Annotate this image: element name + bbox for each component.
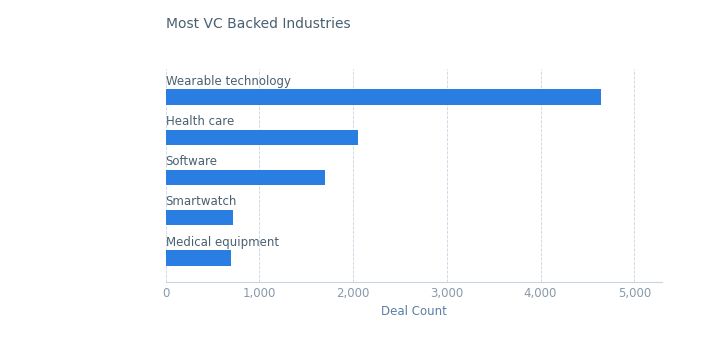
Bar (166, 89, 601, 105)
Text: Most VC Backed Industries: Most VC Backed Industries (166, 17, 350, 31)
Bar (166, 130, 358, 145)
Bar (166, 170, 325, 185)
X-axis label: Deal Count: Deal Count (381, 305, 447, 319)
Text: Medical equipment: Medical equipment (166, 236, 279, 249)
Text: Health care: Health care (166, 115, 234, 128)
Text: Wearable technology: Wearable technology (166, 75, 291, 88)
Text: Software: Software (166, 155, 217, 168)
Text: Smartwatch: Smartwatch (166, 195, 237, 208)
Bar (166, 250, 231, 266)
Bar (166, 210, 233, 225)
